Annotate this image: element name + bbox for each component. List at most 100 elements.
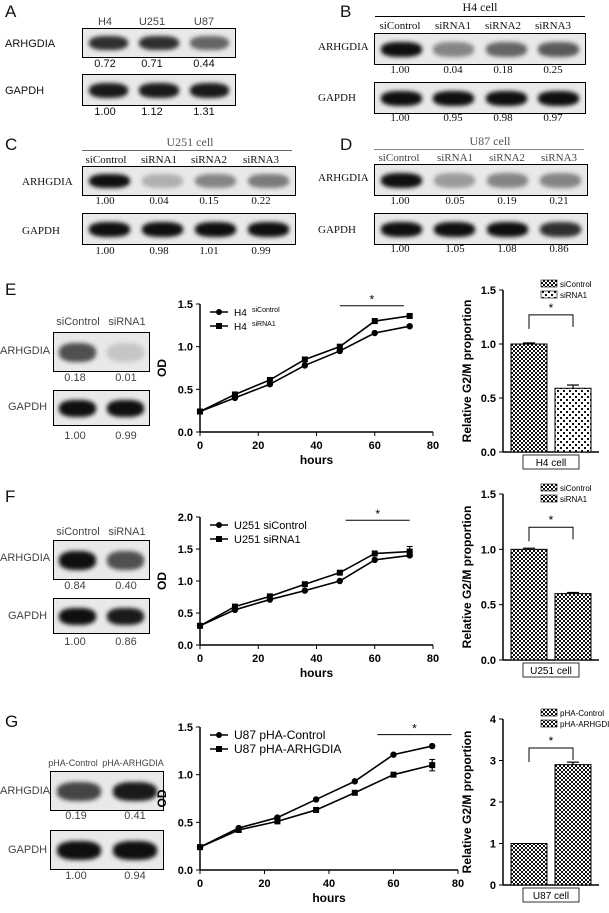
blot-band xyxy=(113,840,157,860)
data-point xyxy=(231,603,238,610)
band-quantification: 1.00 xyxy=(95,245,115,257)
cell-line-title: U87 cell xyxy=(469,134,511,148)
data-point xyxy=(231,391,238,398)
legend-marker xyxy=(216,309,222,315)
data-point xyxy=(351,778,358,785)
y-tick-label: 0.5 xyxy=(178,817,193,829)
blot-band xyxy=(433,41,475,57)
band-quantification: 1.00 xyxy=(95,195,115,207)
y-tick-label: 1.5 xyxy=(178,299,193,311)
y-tick-label: 1.5 xyxy=(178,722,193,734)
data-point xyxy=(336,569,343,576)
band-quantification: 0.04 xyxy=(443,64,463,76)
panel-letter-e: E xyxy=(5,280,17,299)
blot-band xyxy=(538,90,580,106)
data-point xyxy=(197,844,203,851)
legend-label: siRNA1 xyxy=(560,495,588,504)
x-label-box xyxy=(522,662,580,678)
band-quantification: 0.22 xyxy=(251,195,271,207)
data-point xyxy=(266,593,273,600)
y-tick-label: 0.0 xyxy=(481,655,496,667)
blot-band xyxy=(539,172,582,188)
band-quantification: 0.21 xyxy=(549,195,569,207)
blot-band xyxy=(486,172,529,188)
panel-letter-d: D xyxy=(340,135,353,154)
lane-label: H4 xyxy=(97,16,113,28)
band-quantification: 0.72 xyxy=(94,58,116,70)
significance-star: * xyxy=(549,301,554,315)
y-tick-label: 4 xyxy=(490,714,497,726)
data-point xyxy=(336,343,343,350)
blot-band xyxy=(141,174,184,188)
y-axis-label: Relative G2/M proportion xyxy=(460,300,474,443)
significance-bracket xyxy=(528,526,574,542)
data-point xyxy=(351,789,358,796)
significance-bracket xyxy=(528,314,574,329)
lane-label: siControl xyxy=(56,526,100,538)
lane-label: U87 xyxy=(193,16,215,28)
band-quantification: 0.95 xyxy=(443,112,463,124)
protein-label: ARHGDIA xyxy=(0,785,51,797)
blot-band xyxy=(139,82,179,98)
band-quantification: 0.18 xyxy=(493,64,513,76)
y-axis-label: OD xyxy=(155,572,169,590)
data-point xyxy=(371,550,378,557)
y-tick-label: 0.5 xyxy=(178,608,193,620)
legend-swatch xyxy=(540,719,558,728)
blot-band xyxy=(57,840,101,860)
growth-curve-chart-u251: 0.0 0.5 1.0 1.5 2.0 0 20 40 60 80 hours OD U251 siCo… xyxy=(155,507,439,680)
band-quantification: 0.15 xyxy=(199,195,219,207)
bar xyxy=(510,843,548,886)
x-tick-label: 20 xyxy=(258,878,270,890)
cell-title-line xyxy=(82,150,292,151)
x-tick-label: 80 xyxy=(427,440,439,452)
western-blot-arhgdia xyxy=(53,332,150,372)
western-blot-arhgdia xyxy=(82,166,296,196)
x-tick-label: 20 xyxy=(252,653,264,665)
x-tick-label: 60 xyxy=(387,878,399,890)
data-point xyxy=(313,806,320,813)
protein-label: GAPDH xyxy=(5,85,45,97)
y-tick-label: 0.5 xyxy=(178,384,193,396)
panel-letter-f: F xyxy=(5,487,16,506)
band-quantification: 0.01 xyxy=(115,372,137,384)
y-tick-label: 2 xyxy=(490,797,496,809)
band-quantification: 1.05 xyxy=(445,243,465,255)
legend-label: U87 pHA-ARHGDIA xyxy=(234,742,341,756)
protein-label: ARHGDIA xyxy=(22,176,73,188)
band-quantification: 1.31 xyxy=(193,106,215,118)
significance-star: * xyxy=(549,734,554,748)
data-point xyxy=(371,329,378,337)
series-line xyxy=(199,325,410,413)
data-point xyxy=(197,622,203,629)
band-quantification: 0.19 xyxy=(65,810,87,822)
x-tick-label: 80 xyxy=(427,653,439,665)
western-blot-gapdh xyxy=(53,390,150,426)
protein-label: GAPDH xyxy=(8,610,48,622)
g2m-bar-chart-u251: 0.0 0.5 1.0 1.5 Relative G2/M proportion siCo… xyxy=(460,483,599,678)
band-quantification: 0.97 xyxy=(543,112,563,124)
lane-label: siRNA3 xyxy=(540,152,578,164)
blot-band xyxy=(538,41,580,57)
legend-swatch xyxy=(540,290,558,299)
y-tick-label: 0.5 xyxy=(481,600,496,612)
protein-label: GAPDH xyxy=(8,844,48,856)
bar xyxy=(554,764,592,886)
band-quantification: 0.98 xyxy=(149,245,169,257)
lane-label: siRNA3 xyxy=(534,20,572,32)
protein-label: GAPDH xyxy=(8,401,48,413)
legend-label: U251 siRNA1 xyxy=(234,534,301,546)
data-point xyxy=(371,318,378,325)
band-quantification: 0.04 xyxy=(149,195,169,207)
legend-label: U251 siControl xyxy=(234,520,307,532)
y-tick-label: 0.0 xyxy=(481,447,496,459)
lane-label: siRNA1 xyxy=(434,20,472,32)
lane-label: siRNA1 xyxy=(436,152,474,164)
legend-label: siControl xyxy=(560,280,592,289)
lane-label: pHA-ARHGDIA xyxy=(102,758,164,768)
band-quantification: 1.00 xyxy=(64,430,86,442)
legend-swatch xyxy=(540,708,558,717)
band-quantification: 0.18 xyxy=(64,372,86,384)
data-point xyxy=(406,312,413,319)
series-line xyxy=(199,764,433,848)
